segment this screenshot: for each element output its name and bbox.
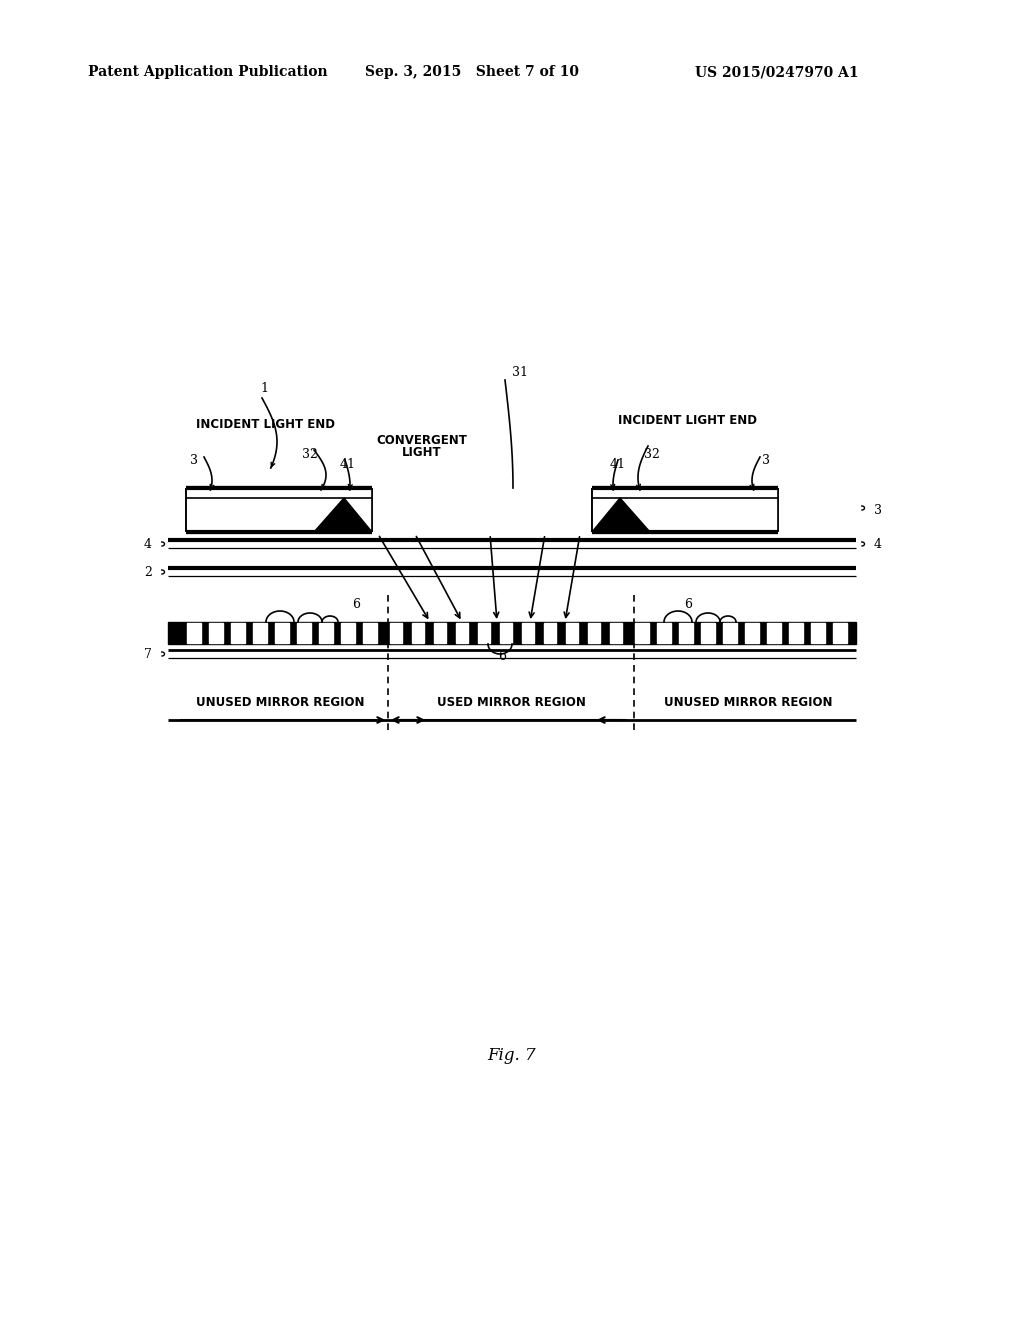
Text: USED MIRROR REGION: USED MIRROR REGION	[436, 696, 586, 709]
Bar	[833, 623, 847, 643]
Text: 2: 2	[144, 565, 152, 578]
Text: LIGHT: LIGHT	[402, 446, 441, 458]
Bar	[790, 623, 803, 643]
Bar	[412, 623, 424, 643]
Bar	[209, 623, 223, 643]
Text: INCIDENT LIGHT END: INCIDENT LIGHT END	[196, 418, 335, 432]
Bar	[297, 623, 311, 643]
Text: Sep. 3, 2015   Sheet 7 of 10: Sep. 3, 2015 Sheet 7 of 10	[365, 65, 579, 79]
Bar	[657, 623, 671, 643]
Bar	[723, 623, 737, 643]
Text: UNUSED MIRROR REGION: UNUSED MIRROR REGION	[664, 696, 833, 709]
Bar	[701, 623, 715, 643]
Text: 6: 6	[684, 598, 692, 610]
Text: INCIDENT LIGHT END: INCIDENT LIGHT END	[618, 413, 758, 426]
Text: 3: 3	[190, 454, 198, 466]
Bar	[610, 623, 622, 643]
Text: UNUSED MIRROR REGION: UNUSED MIRROR REGION	[196, 696, 365, 709]
Bar	[231, 623, 245, 643]
Text: 32: 32	[302, 449, 317, 462]
Text: 41: 41	[610, 458, 626, 470]
Bar	[362, 623, 377, 643]
Text: 4: 4	[874, 537, 882, 550]
Bar	[187, 488, 371, 531]
Bar	[187, 623, 201, 643]
Bar	[544, 623, 556, 643]
Bar	[478, 623, 490, 643]
Text: US 2015/0247970 A1: US 2015/0247970 A1	[695, 65, 859, 79]
Bar	[275, 623, 289, 643]
Bar	[168, 622, 856, 644]
Bar	[566, 623, 578, 643]
Text: 6: 6	[498, 649, 506, 663]
Bar	[635, 623, 649, 643]
Text: 31: 31	[512, 366, 528, 379]
Text: CONVERGENT: CONVERGENT	[377, 433, 467, 446]
Text: 32: 32	[644, 449, 659, 462]
Bar	[341, 623, 355, 643]
Text: Patent Application Publication: Patent Application Publication	[88, 65, 328, 79]
Bar	[319, 623, 333, 643]
Text: 6: 6	[352, 598, 360, 610]
Text: 3: 3	[874, 503, 882, 516]
Text: 41: 41	[340, 458, 356, 470]
Polygon shape	[314, 498, 372, 532]
Bar	[588, 623, 600, 643]
Bar	[593, 488, 777, 531]
Bar	[767, 623, 781, 643]
Text: 3: 3	[762, 454, 770, 466]
Text: Fig. 7: Fig. 7	[487, 1047, 537, 1064]
Bar	[253, 623, 267, 643]
Bar	[500, 623, 512, 643]
Bar	[679, 623, 693, 643]
Polygon shape	[592, 498, 650, 532]
Text: 7: 7	[144, 648, 152, 660]
Bar	[522, 623, 534, 643]
Bar	[434, 623, 446, 643]
Bar	[811, 623, 825, 643]
Bar	[745, 623, 759, 643]
Bar	[390, 623, 402, 643]
Text: 1: 1	[260, 381, 268, 395]
Text: 4: 4	[144, 537, 152, 550]
Bar	[456, 623, 468, 643]
